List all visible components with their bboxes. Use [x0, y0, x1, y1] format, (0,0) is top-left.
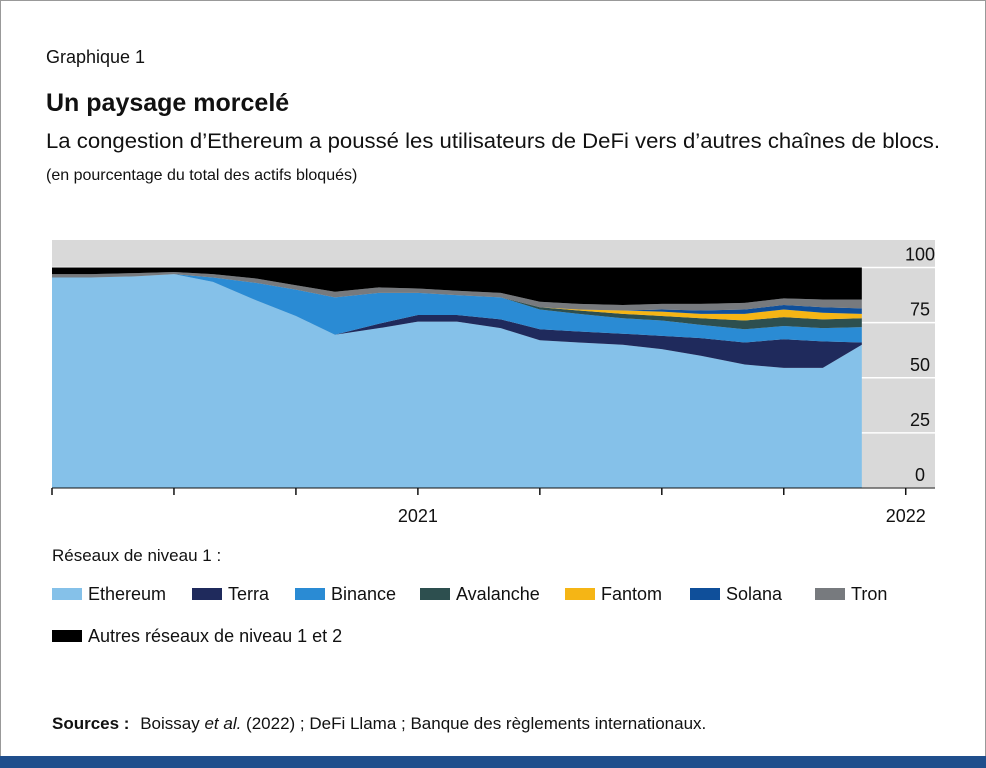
legend-swatch	[295, 588, 325, 600]
legend-label: Tron	[851, 584, 887, 604]
legend-label: Fantom	[601, 584, 662, 604]
area	[52, 274, 862, 330]
legend-swatch	[815, 588, 845, 600]
legend-swatch	[565, 588, 595, 600]
area	[52, 274, 862, 368]
legend-swatch	[52, 630, 82, 642]
plot: 0 25 50 75 100 2021 2022	[51, 240, 935, 526]
area	[52, 274, 862, 343]
legend-label: Ethereum	[88, 584, 166, 604]
area	[52, 271, 862, 311]
legend-title: Réseaux de niveau 1 :	[52, 546, 221, 565]
source-label: Sources :	[52, 714, 129, 733]
area	[52, 267, 862, 306]
legend-swatch	[690, 588, 720, 600]
chart-title: Un paysage morcelé	[46, 89, 289, 117]
area	[52, 274, 862, 321]
y-tick-label: 75	[910, 300, 930, 320]
legend-swatch	[420, 588, 450, 600]
legend: Ethereum Terra Binance Avalanche Fantom Solan…	[52, 584, 887, 646]
x-tick-label: 2022	[886, 506, 926, 526]
chart-subtitle: La congestion d’Ethereum a poussé les ut…	[46, 130, 940, 153]
units: (en pourcentage du total des actifs bloq…	[46, 167, 357, 184]
footer-bar	[0, 756, 986, 768]
legend-swatch	[192, 588, 222, 600]
source-text: Boissay	[140, 714, 204, 733]
y-tick-label: 25	[910, 410, 930, 430]
source-text: (2022) ; DeFi Llama ; Banque des règleme…	[241, 714, 706, 733]
chart-label: Graphique 1	[46, 47, 145, 67]
legend-label: Solana	[726, 584, 783, 604]
legend-label: Avalanche	[456, 584, 540, 604]
y-tick-label: 100	[905, 245, 935, 265]
legend-swatch	[52, 588, 82, 600]
legend-label: Binance	[331, 584, 396, 604]
y-tick-label: 50	[910, 355, 930, 375]
legend-label: Terra	[228, 584, 270, 604]
x-tick-label: 2021	[398, 506, 438, 526]
legend-label: Autres réseaux de niveau 1 et 2	[88, 626, 342, 646]
source-text: et al.	[204, 714, 241, 733]
source: Sources : Boissay et al. (2022) ; DeFi L…	[52, 714, 706, 733]
area	[52, 274, 862, 488]
y-tick-label: 0	[915, 465, 925, 485]
